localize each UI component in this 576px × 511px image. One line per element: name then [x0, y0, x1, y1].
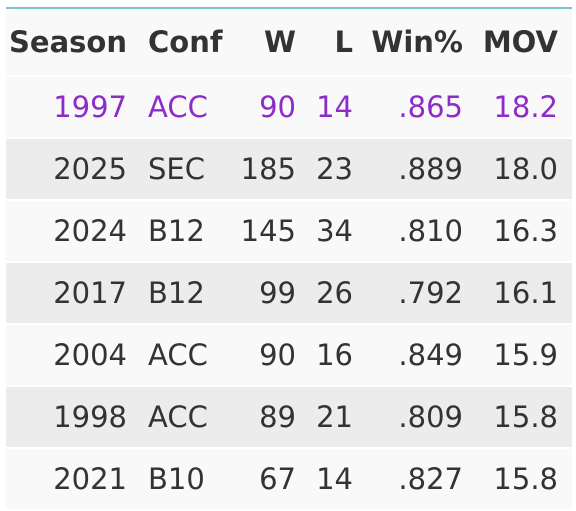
table-cell: ACC: [148, 90, 208, 124]
table-cell: 16: [316, 338, 353, 372]
column-header: Win%: [371, 25, 463, 59]
table-cell: B12: [148, 276, 205, 310]
table-cell: 14: [316, 90, 353, 124]
table-cell: 15.8: [493, 462, 558, 496]
table-cell: .865: [398, 90, 463, 124]
column-header: W: [264, 25, 296, 59]
table-cell: .810: [398, 214, 463, 248]
table-cell: 16.1: [493, 276, 558, 310]
table-cell: .809: [398, 400, 463, 434]
table-cell: 90: [259, 90, 296, 124]
table-row: 1998 ACC 89 21 .809 15.8: [6, 387, 572, 449]
table-cell: .889: [398, 152, 463, 186]
table-cell: 16.3: [493, 214, 558, 248]
page: Season Conf W L Win% MOV 1997 ACC 90 14 .865 18.2 20…: [6, 7, 572, 511]
column-header: L: [334, 25, 353, 59]
column-header: MOV: [482, 25, 558, 59]
table-cell: 67: [259, 462, 296, 496]
table-cell: 90: [259, 338, 296, 372]
header-row: Season Conf W L Win% MOV: [6, 9, 572, 77]
table-cell: .849: [398, 338, 463, 372]
table-cell: 26: [316, 276, 353, 310]
table-cell: 89: [259, 400, 296, 434]
table-cell: ACC: [148, 400, 208, 434]
table-cell: 99: [259, 276, 296, 310]
table-cell: 18.0: [493, 152, 558, 186]
table-cell: .792: [398, 276, 463, 310]
table-row: 2024 B12 145 34 .810 16.3: [6, 201, 572, 263]
table-cell: 14: [316, 462, 353, 496]
table-row: 1997 ACC 90 14 .865 18.2: [6, 77, 572, 139]
table-cell: 2004: [53, 338, 127, 372]
table-cell: 2017: [53, 276, 127, 310]
table-cell: 15.8: [493, 400, 558, 434]
table-cell: 1998: [53, 400, 127, 434]
table-cell: B10: [148, 462, 205, 496]
data-table: Season Conf W L Win% MOV 1997 ACC 90 14 .865 18.2 20…: [6, 7, 572, 511]
table-cell: 1997: [53, 90, 127, 124]
table-cell: .827: [398, 462, 463, 496]
table-cell: 23: [316, 152, 353, 186]
table-cell: 34: [316, 214, 353, 248]
table-cell: 2024: [53, 214, 127, 248]
table-row: 2021 B10 67 14 .827 15.8: [6, 449, 572, 511]
column-header: Conf: [148, 25, 223, 59]
table-cell: 145: [240, 214, 296, 248]
table-row: 2017 B12 99 26 .792 16.1: [6, 263, 572, 325]
table-cell: 21: [316, 400, 353, 434]
table-cell: 15.9: [493, 338, 558, 372]
table-row: 2004 ACC 90 16 .849 15.9: [6, 325, 572, 387]
table-cell: B12: [148, 214, 205, 248]
column-header: Season: [9, 25, 127, 59]
table-cell: 185: [240, 152, 296, 186]
table-row: 2025 SEC 185 23 .889 18.0: [6, 139, 572, 201]
table-cell: SEC: [148, 152, 205, 186]
table-cell: 2025: [53, 152, 127, 186]
table-cell: 18.2: [493, 90, 558, 124]
table-cell: ACC: [148, 338, 208, 372]
table-cell: 2021: [53, 462, 127, 496]
